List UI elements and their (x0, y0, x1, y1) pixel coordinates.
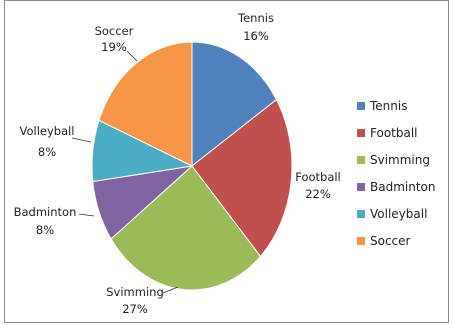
legend-label: Badminton (370, 179, 436, 194)
legend-label: Volleyball (370, 206, 428, 221)
legend-item-badminton: Badminton (357, 173, 447, 200)
legend-item-soccer: Soccer (357, 227, 447, 254)
legend-swatch (357, 209, 365, 218)
legend-label: Svimming (370, 152, 430, 167)
pie-slice-football (191, 98, 293, 258)
data-label-category: Football (295, 170, 341, 184)
data-labels: Tennis 16% Football 22% Svimming 27% Badminton… (14, 11, 341, 316)
legend-swatch (357, 182, 365, 191)
data-label-category: Soccer (95, 24, 134, 38)
legend-swatch (357, 236, 365, 245)
legend-swatch (357, 155, 365, 164)
legend-swatch (357, 128, 365, 137)
data-label-category: Volleyball (19, 124, 74, 138)
legend-label: Tennis (370, 98, 408, 113)
legend-item-tennis: Tennis (357, 92, 447, 119)
legend-item-svimming: Svimming (357, 146, 447, 173)
leader-line (71, 137, 92, 143)
leader-line (126, 50, 138, 62)
data-label-value: 16% (243, 29, 269, 43)
leader-lines (71, 50, 179, 294)
legend-item-football: Football (357, 119, 447, 146)
data-label-value: 8% (36, 223, 54, 237)
data-label-category: Badminton (14, 205, 77, 219)
data-label-value: 27% (122, 302, 148, 316)
data-label-value: 22% (305, 187, 331, 201)
pie-slice-svimming (110, 165, 262, 291)
legend-item-volleyball: Volleyball (357, 200, 447, 227)
pie-slices (91, 41, 293, 291)
pie-slice-tennis (191, 41, 278, 168)
data-label-value: 8% (38, 145, 56, 159)
leader-line (78, 213, 95, 217)
pie-slice-soccer (98, 41, 193, 167)
leader-line (162, 286, 179, 294)
legend: Tennis Football Svimming Badminton Volle… (357, 92, 447, 254)
legend-swatch (357, 101, 365, 110)
data-label-category: Svimming (106, 285, 164, 299)
data-label-value: 19% (101, 40, 127, 54)
legend-label: Football (370, 125, 418, 140)
legend-label: Soccer (370, 233, 411, 248)
data-label-category: Tennis (237, 11, 274, 25)
